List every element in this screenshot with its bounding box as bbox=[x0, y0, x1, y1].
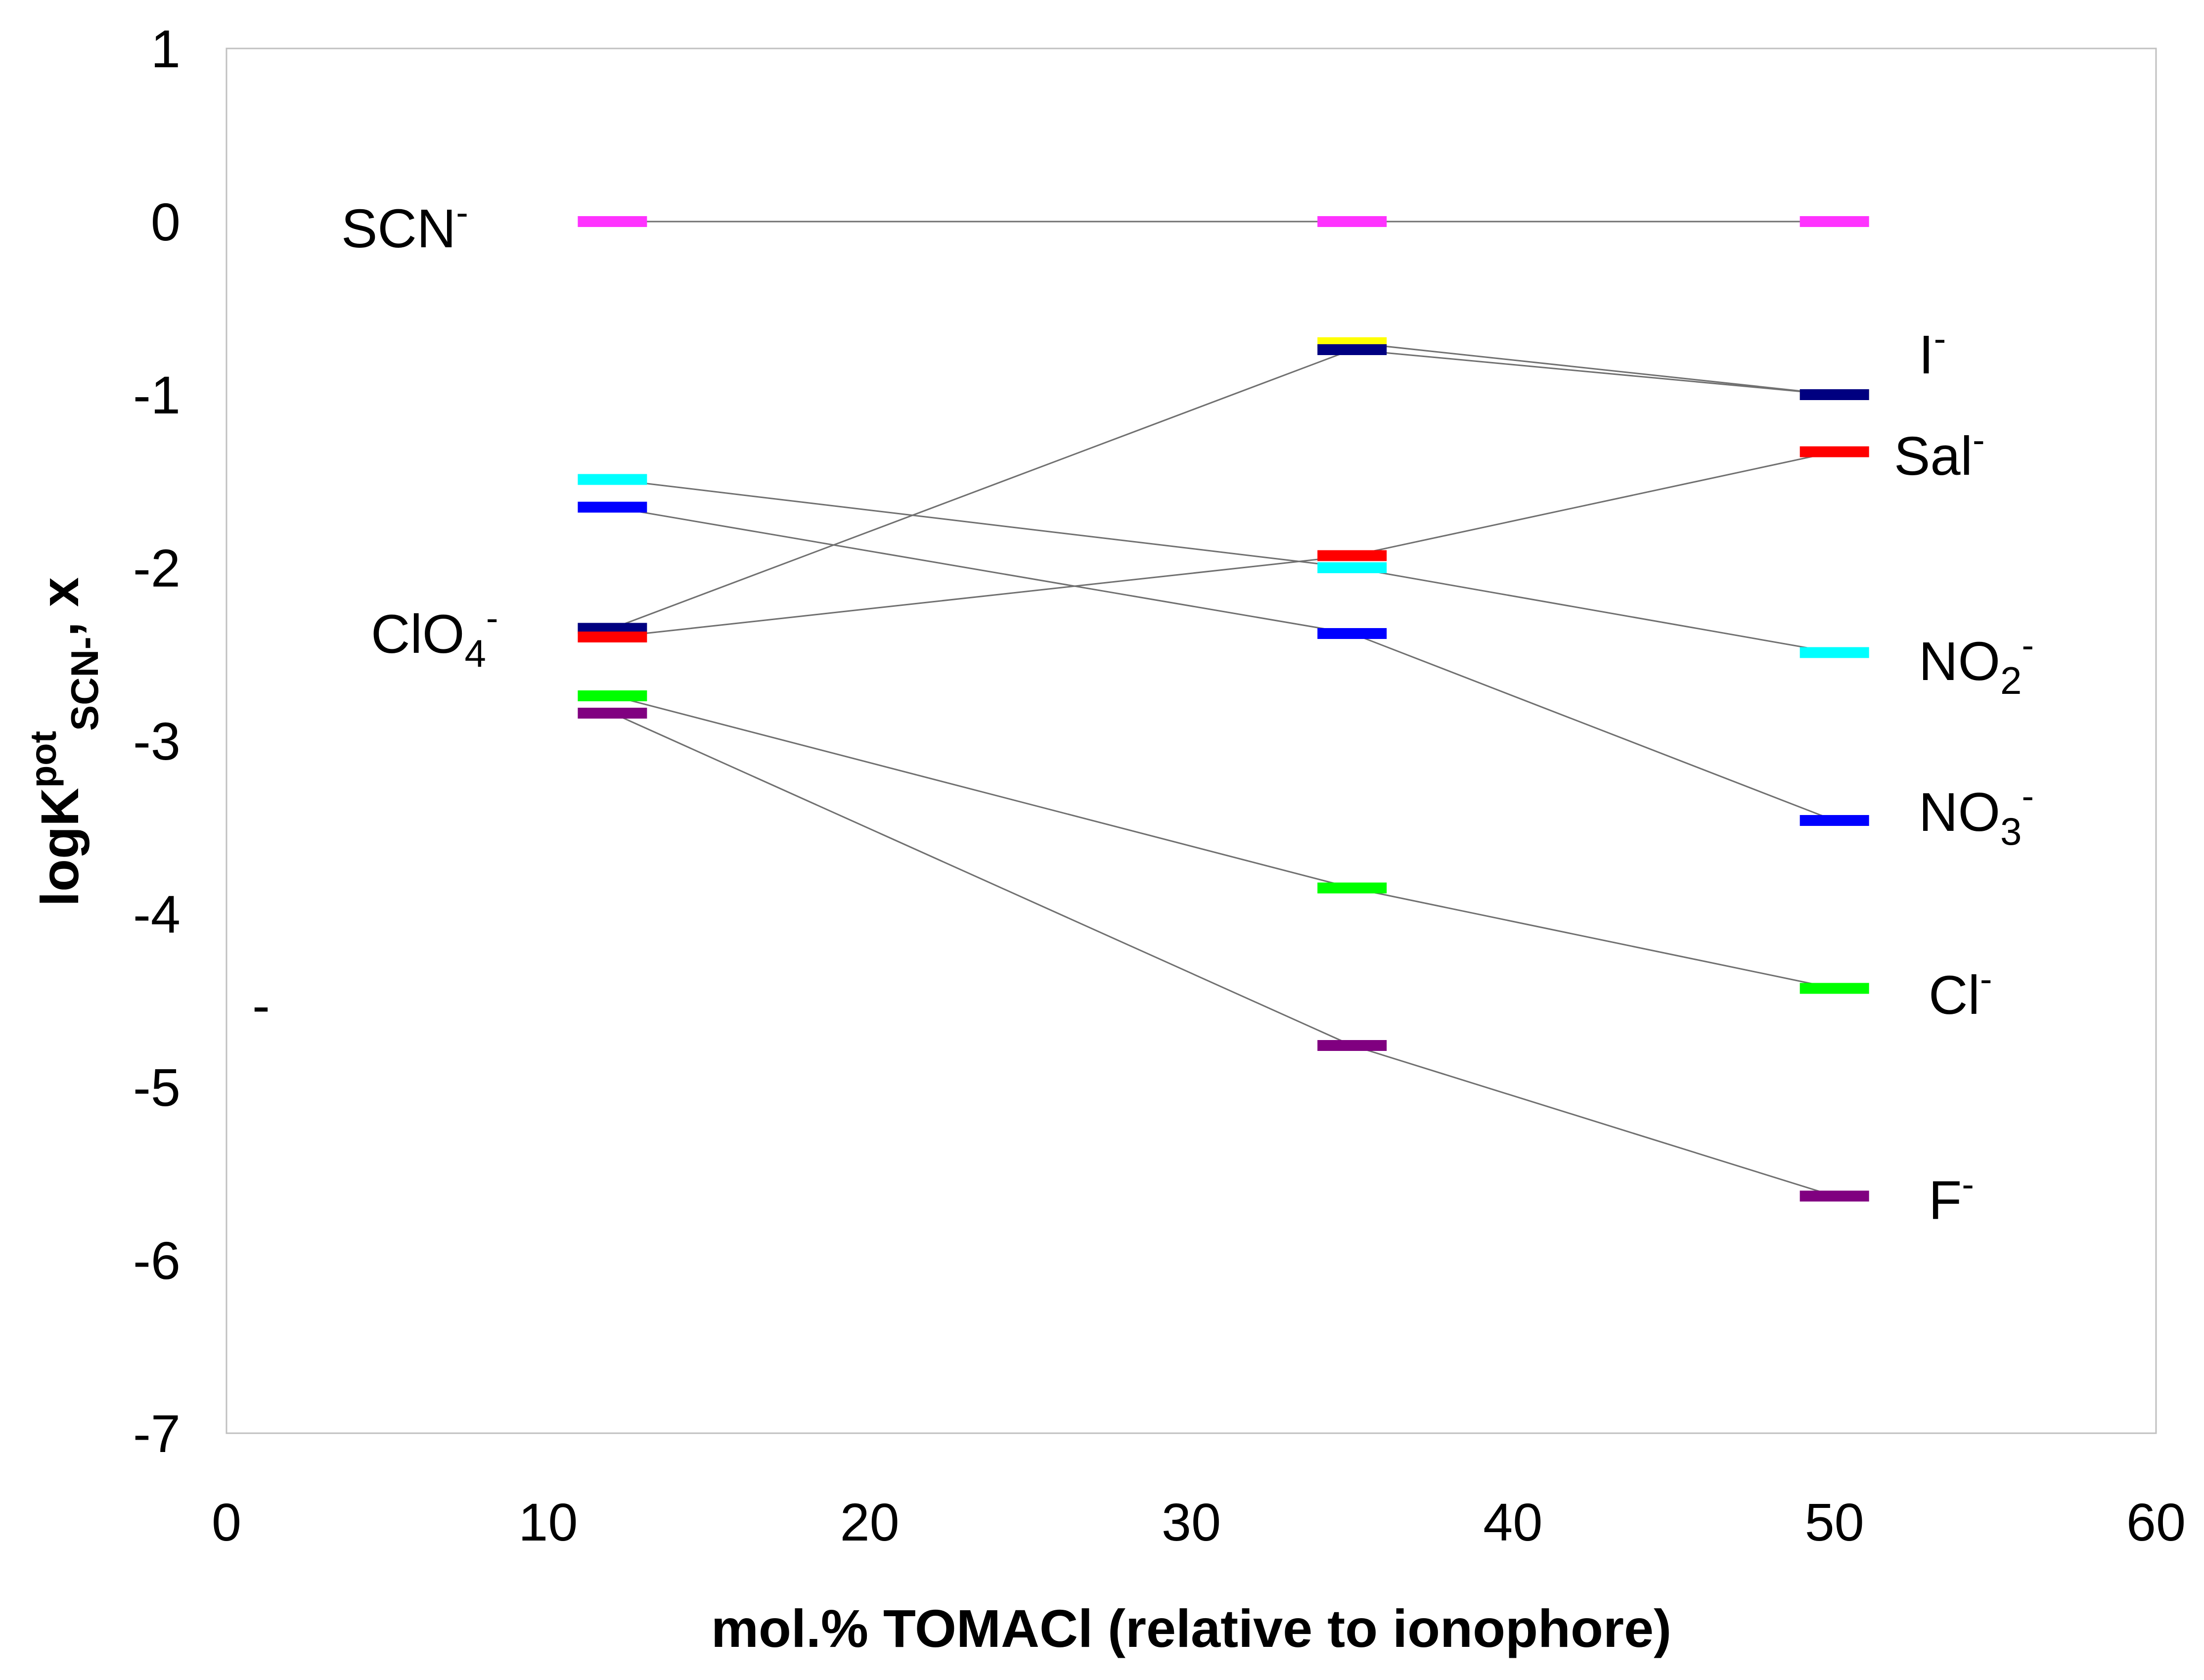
y-tick-label: -6 bbox=[133, 1230, 180, 1290]
x-tick-label: 60 bbox=[2126, 1492, 2186, 1552]
data-marks bbox=[578, 216, 1869, 1202]
connector-clo4 bbox=[1352, 349, 1835, 396]
x-tick-label: 10 bbox=[518, 1492, 578, 1552]
y-tick-label: 1 bbox=[151, 19, 180, 79]
marker-scn bbox=[578, 216, 647, 227]
marker-sal bbox=[1799, 446, 1869, 457]
connector-f bbox=[612, 712, 1352, 1046]
x-tick-label: 20 bbox=[840, 1492, 900, 1552]
marker-clo4 bbox=[578, 623, 647, 634]
series-label-i: I- bbox=[1919, 318, 1946, 385]
y-axis-title-sub: SCN- bbox=[63, 636, 106, 731]
connector-cl bbox=[612, 695, 1352, 889]
marker-f bbox=[578, 708, 647, 719]
connector-i bbox=[1352, 342, 1835, 396]
connector-cl bbox=[1351, 887, 1835, 989]
marker-no2 bbox=[1799, 647, 1869, 658]
marker-cl bbox=[1799, 983, 1869, 994]
marker-no3 bbox=[1317, 628, 1387, 639]
series-label-f: F- bbox=[1929, 1164, 1974, 1231]
marker-f bbox=[1317, 1040, 1387, 1051]
plot-area bbox=[225, 47, 2157, 1434]
series-label-no3: NO3- bbox=[1919, 775, 2034, 853]
series-labels: SCN- I- ClO4- Sal- NO2- NO3- Cl- F- bbox=[341, 192, 2034, 1231]
y-axis-title-tail: , x bbox=[30, 577, 90, 636]
x-axis-title: mol.% TOMACl (relative to ionophore) bbox=[711, 1598, 1671, 1658]
y-tick-label: -3 bbox=[133, 711, 180, 771]
y-tick-label: -1 bbox=[133, 365, 180, 425]
x-tick-label: 0 bbox=[212, 1492, 241, 1552]
stray-mark: - bbox=[252, 975, 270, 1035]
x-axis-ticks: 0 10 20 30 40 50 60 bbox=[212, 1492, 2186, 1552]
marker-sal bbox=[1317, 550, 1387, 561]
connector-lines bbox=[612, 221, 1835, 1197]
marker-clo4 bbox=[1317, 344, 1387, 355]
connector-no3 bbox=[612, 506, 1352, 635]
y-axis-title-sup: pot bbox=[23, 731, 64, 788]
marker-no3 bbox=[578, 501, 647, 513]
connector-no2 bbox=[612, 479, 1352, 569]
marker-no3 bbox=[1799, 815, 1869, 826]
marker-cl bbox=[578, 690, 647, 701]
y-tick-label: -7 bbox=[133, 1404, 180, 1463]
y-tick-label: -2 bbox=[133, 538, 180, 598]
marker-f bbox=[1799, 1190, 1869, 1202]
series-label-clo4: ClO4- bbox=[371, 597, 498, 675]
marker-sal bbox=[578, 632, 647, 642]
marker-cl bbox=[1317, 882, 1387, 894]
marker-no2 bbox=[578, 474, 647, 485]
marker-scn bbox=[1317, 216, 1387, 227]
connector-f bbox=[1351, 1044, 1835, 1197]
connector-sal bbox=[1351, 451, 1835, 556]
y-axis-ticks: 1 0 -1 -2 -3 -4 -5 -6 -7 bbox=[133, 19, 180, 1463]
connector-no2 bbox=[1351, 567, 1835, 653]
y-tick-label: -5 bbox=[133, 1057, 180, 1117]
y-axis-title-main: logK bbox=[30, 788, 90, 907]
x-tick-label: 40 bbox=[1483, 1492, 1542, 1552]
series-label-sal: Sal- bbox=[1894, 419, 1985, 487]
x-tick-label: 30 bbox=[1162, 1492, 1221, 1552]
marker-no2 bbox=[1317, 562, 1387, 573]
y-tick-label: -4 bbox=[133, 884, 180, 944]
connector-no3 bbox=[1351, 633, 1835, 821]
series-label-scn: SCN- bbox=[341, 192, 468, 259]
series-label-cl: Cl- bbox=[1929, 958, 1992, 1026]
y-axis-title: logKpotSCN-, x bbox=[23, 577, 106, 907]
marker-clo4 bbox=[1799, 389, 1869, 400]
x-tick-label: 50 bbox=[1805, 1492, 1864, 1552]
y-tick-label: 0 bbox=[151, 192, 180, 252]
connector-clo4 bbox=[612, 349, 1352, 629]
marker-scn bbox=[1799, 216, 1869, 227]
series-label-no2: NO2- bbox=[1919, 625, 2034, 702]
connector-sal bbox=[612, 555, 1352, 638]
